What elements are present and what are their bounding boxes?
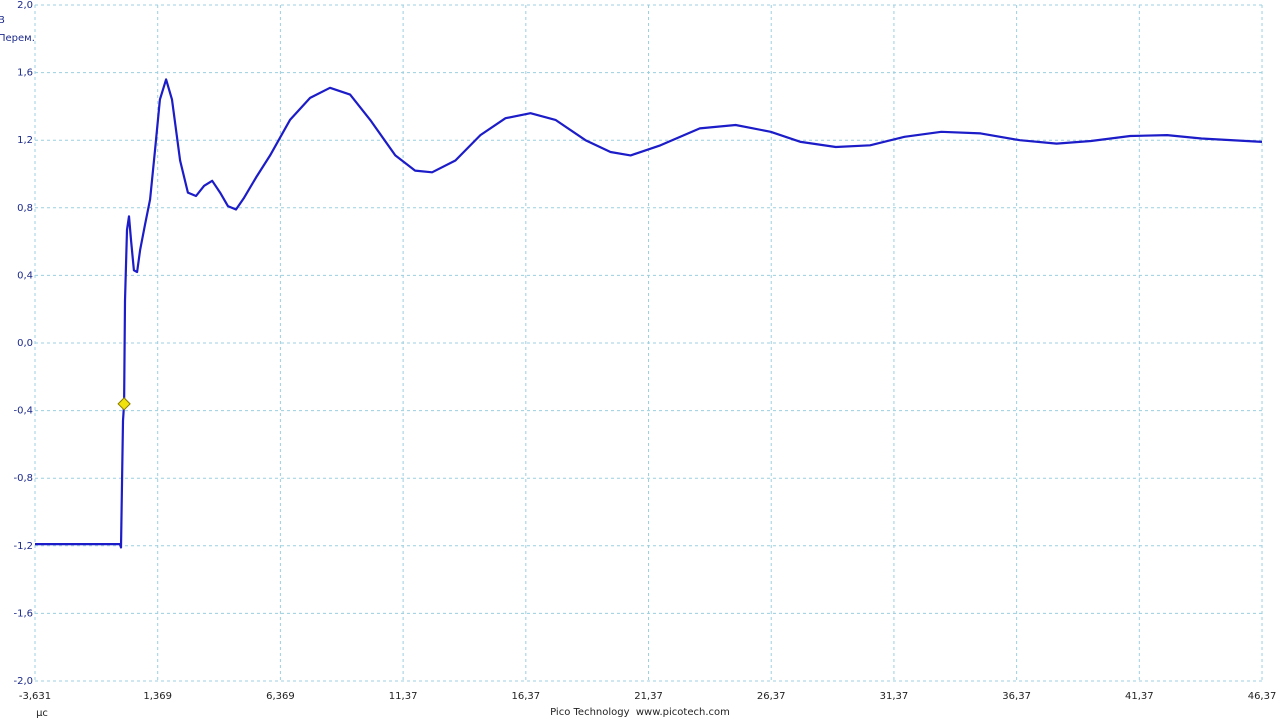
y-unit: В (0, 15, 5, 26)
x-tick-label: 1,369 (143, 691, 172, 702)
x-tick-label: 6,369 (266, 691, 295, 702)
y-tick-label: 0,0 (17, 338, 33, 349)
x-tick-label: -3,631 (19, 691, 51, 702)
x-tick-label: 31,37 (880, 691, 909, 702)
y-tick-label: 2,0 (17, 0, 33, 11)
y-tick-label: 1,6 (17, 68, 33, 79)
y-label: Перем. (0, 33, 35, 44)
x-tick-label: 21,37 (634, 691, 663, 702)
x-tick-label: 16,37 (512, 691, 541, 702)
x-tick-label: 11,37 (389, 691, 418, 702)
y-tick-label: -1,6 (13, 608, 33, 619)
x-tick-label: 41,37 (1125, 691, 1154, 702)
x-tick-label: 36,37 (1002, 691, 1031, 702)
y-tick-label: 1,2 (17, 135, 33, 146)
footer: Pico Technology www.picotech.com (550, 707, 730, 718)
trigger-marker (117, 397, 131, 411)
x-tick-label: 46,37 (1248, 691, 1277, 702)
y-tick-label: 0,4 (17, 270, 33, 281)
y-tick-label: 0,8 (17, 203, 33, 214)
y-tick-label: -0,8 (13, 473, 33, 484)
y-tick-label: -0,4 (13, 406, 33, 417)
y-tick-label: -1,2 (13, 541, 33, 552)
y-tick-label: -2,0 (13, 676, 33, 687)
x-unit: µс (36, 708, 48, 719)
x-tick-label: 26,37 (757, 691, 786, 702)
waveform (35, 78, 1263, 549)
